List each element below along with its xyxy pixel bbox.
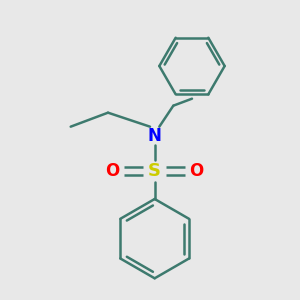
Text: O: O xyxy=(190,162,204,180)
Text: S: S xyxy=(148,162,161,180)
Text: N: N xyxy=(148,127,162,145)
Text: O: O xyxy=(106,162,120,180)
